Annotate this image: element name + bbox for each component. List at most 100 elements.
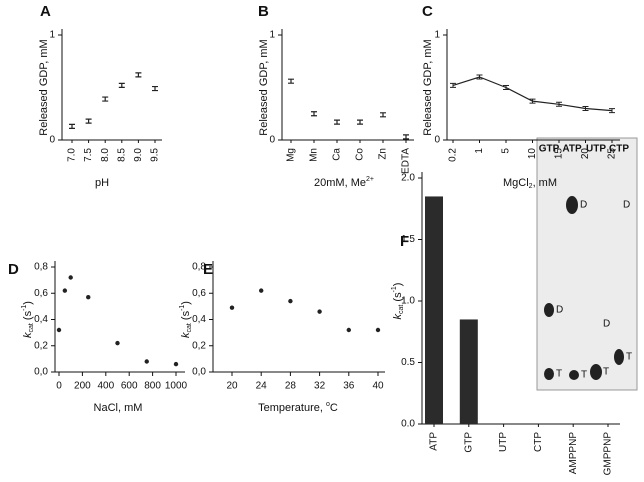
x-tick-label: ATP (429, 432, 440, 451)
gel-lane-label: ATP (562, 144, 582, 155)
label-part: (s (22, 310, 34, 323)
point (68, 275, 73, 280)
y-tick-label: 0.5 (401, 357, 415, 368)
y-tick-label: 1 (434, 30, 440, 41)
y-tick-label: 0,6 (34, 288, 48, 299)
panel-letter: E (203, 261, 213, 278)
gel-spot (566, 196, 578, 214)
x-tick-label: 40 (372, 381, 384, 392)
x-tick-label: Ca (332, 148, 343, 161)
y-tick-label: 1 (49, 30, 55, 41)
y-tick-label: 0,2 (192, 340, 206, 351)
point (317, 309, 322, 314)
x-tick-label: 36 (343, 381, 355, 392)
label-part: k (392, 313, 404, 319)
gel-spot-label: T (556, 369, 562, 380)
gel-spot-label: T (626, 352, 632, 363)
x-tick-label: 10 (527, 148, 538, 160)
point (259, 288, 264, 293)
gel-lane-label: GTP (539, 144, 560, 155)
x-tick-label: 7.5 (83, 148, 94, 162)
label-part: (s (392, 292, 404, 305)
x-tick-label: EDTA (401, 148, 412, 174)
x-tick-label: AMPPNP (568, 432, 579, 475)
panel-letter: D (8, 261, 19, 278)
point-marker (135, 72, 142, 78)
gel-spot-label: D (556, 305, 563, 316)
x-tick-label: 8.0 (100, 148, 111, 162)
point (144, 359, 149, 364)
x-tick-label: 20 (580, 148, 591, 160)
y-tick-label: 0,8 (192, 262, 206, 273)
point-marker (118, 82, 125, 88)
panel-letter: F (400, 233, 409, 250)
gel-spot-label: D (623, 200, 630, 211)
point-marker (609, 108, 615, 114)
x-tick-label: 28 (285, 381, 297, 392)
y-tick-label: 2.0 (401, 173, 415, 184)
y-axis-label: kcat (s-1) (21, 301, 35, 338)
gel-lane-label: UTP (586, 144, 606, 155)
panel-letter: A (40, 3, 51, 20)
label-part: Released GDP, mM (258, 39, 270, 135)
point-marker (288, 78, 294, 84)
y-tick-label: 0 (49, 135, 55, 146)
label-part: 20mM, Me (314, 177, 366, 189)
x-tick-label: 200 (74, 381, 91, 392)
x-tick-label: UTP (498, 432, 509, 452)
y-tick-label: 0,0 (192, 367, 206, 378)
gel-spot (614, 349, 624, 365)
label-part: ) (180, 301, 192, 305)
label-part: o (326, 401, 330, 408)
point (56, 327, 62, 333)
point-marker (476, 74, 483, 80)
point-marker (503, 85, 509, 90)
point (173, 361, 179, 367)
gel-spot-label: T (603, 367, 609, 378)
x-tick-label: Mg (286, 148, 297, 162)
label-part: ) (392, 283, 404, 287)
label-part: k (22, 332, 34, 338)
x-tick-label: 600 (121, 381, 138, 392)
x-tick-label: 9.0 (133, 148, 144, 162)
x-tick-label: 24 (256, 381, 268, 392)
y-tick-label: 0,4 (34, 314, 48, 325)
x-tick-label: 400 (97, 381, 114, 392)
label-part: ) (22, 301, 34, 305)
point (375, 327, 381, 333)
y-tick-label: 0 (269, 135, 275, 146)
bar (425, 196, 443, 424)
y-axis-label: kcat (s-1) (179, 301, 193, 338)
x-tick-label: Mn (309, 148, 320, 162)
x-tick-label: 32 (314, 381, 326, 392)
y-axis-label: kcat (s-1) (391, 283, 405, 320)
x-tick-label: GMPPNP (603, 432, 614, 476)
gel-inset (536, 137, 638, 391)
gel-spot (544, 368, 554, 380)
x-tick-label: 1 (474, 148, 485, 154)
point-marker (311, 111, 317, 117)
label-part: C (330, 402, 338, 414)
y-axis-label: Released GDP, mM (38, 39, 50, 135)
y-tick-label: 1 (269, 30, 275, 41)
label-part: MgCl (503, 177, 529, 189)
y-tick-label: 0,8 (34, 262, 48, 273)
y-tick-label: 0,4 (192, 314, 206, 325)
x-tick-label: 25 (607, 148, 618, 160)
x-axis-label: 20mM, Me2+ (314, 176, 374, 189)
point-marker (69, 123, 75, 129)
point-marker (450, 82, 456, 88)
label-part: pH (95, 177, 109, 189)
point-marker (529, 98, 536, 104)
x-tick-label: Co (355, 148, 366, 161)
label-part: k (180, 332, 192, 338)
point-marker (357, 119, 363, 125)
label-part: -1 (179, 305, 186, 311)
x-tick-label: 20 (226, 381, 238, 392)
label-part: -1 (391, 286, 398, 292)
x-tick-label: Zn (378, 148, 389, 160)
label-part: (s (180, 310, 192, 323)
x-axis-label: MgCl2, mM (503, 177, 557, 190)
point (288, 298, 293, 304)
x-tick-label: 5 (501, 148, 512, 154)
